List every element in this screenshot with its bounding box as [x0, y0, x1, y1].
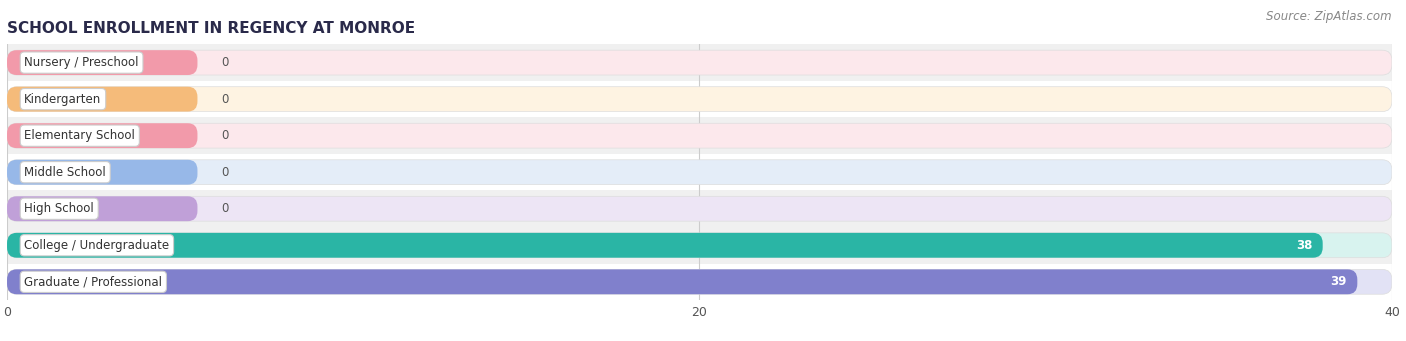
Text: High School: High School: [24, 202, 94, 215]
Text: Graduate / Professional: Graduate / Professional: [24, 275, 162, 288]
Text: 0: 0: [222, 93, 229, 106]
Text: Nursery / Preschool: Nursery / Preschool: [24, 56, 139, 69]
Text: 38: 38: [1296, 239, 1312, 252]
Text: SCHOOL ENROLLMENT IN REGENCY AT MONROE: SCHOOL ENROLLMENT IN REGENCY AT MONROE: [7, 21, 415, 36]
Bar: [7, 81, 1392, 117]
FancyBboxPatch shape: [7, 87, 197, 112]
Text: 39: 39: [1330, 275, 1347, 288]
Text: 0: 0: [222, 129, 229, 142]
Bar: [7, 264, 1392, 300]
Text: College / Undergraduate: College / Undergraduate: [24, 239, 170, 252]
FancyBboxPatch shape: [7, 269, 1357, 294]
FancyBboxPatch shape: [7, 50, 197, 75]
Bar: [7, 227, 1392, 264]
FancyBboxPatch shape: [7, 123, 197, 148]
FancyBboxPatch shape: [7, 123, 1392, 148]
Text: Elementary School: Elementary School: [24, 129, 135, 142]
FancyBboxPatch shape: [7, 269, 1392, 294]
Bar: [7, 117, 1392, 154]
Text: 0: 0: [222, 166, 229, 179]
Text: 0: 0: [222, 202, 229, 215]
Bar: [7, 191, 1392, 227]
FancyBboxPatch shape: [7, 160, 197, 184]
FancyBboxPatch shape: [7, 87, 1392, 112]
Bar: [7, 44, 1392, 81]
FancyBboxPatch shape: [7, 196, 1392, 221]
FancyBboxPatch shape: [7, 233, 1392, 258]
Text: 0: 0: [222, 56, 229, 69]
FancyBboxPatch shape: [7, 50, 1392, 75]
Text: Middle School: Middle School: [24, 166, 105, 179]
Bar: [7, 154, 1392, 191]
FancyBboxPatch shape: [7, 160, 1392, 184]
Text: Source: ZipAtlas.com: Source: ZipAtlas.com: [1267, 10, 1392, 23]
FancyBboxPatch shape: [7, 196, 197, 221]
FancyBboxPatch shape: [7, 233, 1323, 258]
Text: Kindergarten: Kindergarten: [24, 93, 101, 106]
